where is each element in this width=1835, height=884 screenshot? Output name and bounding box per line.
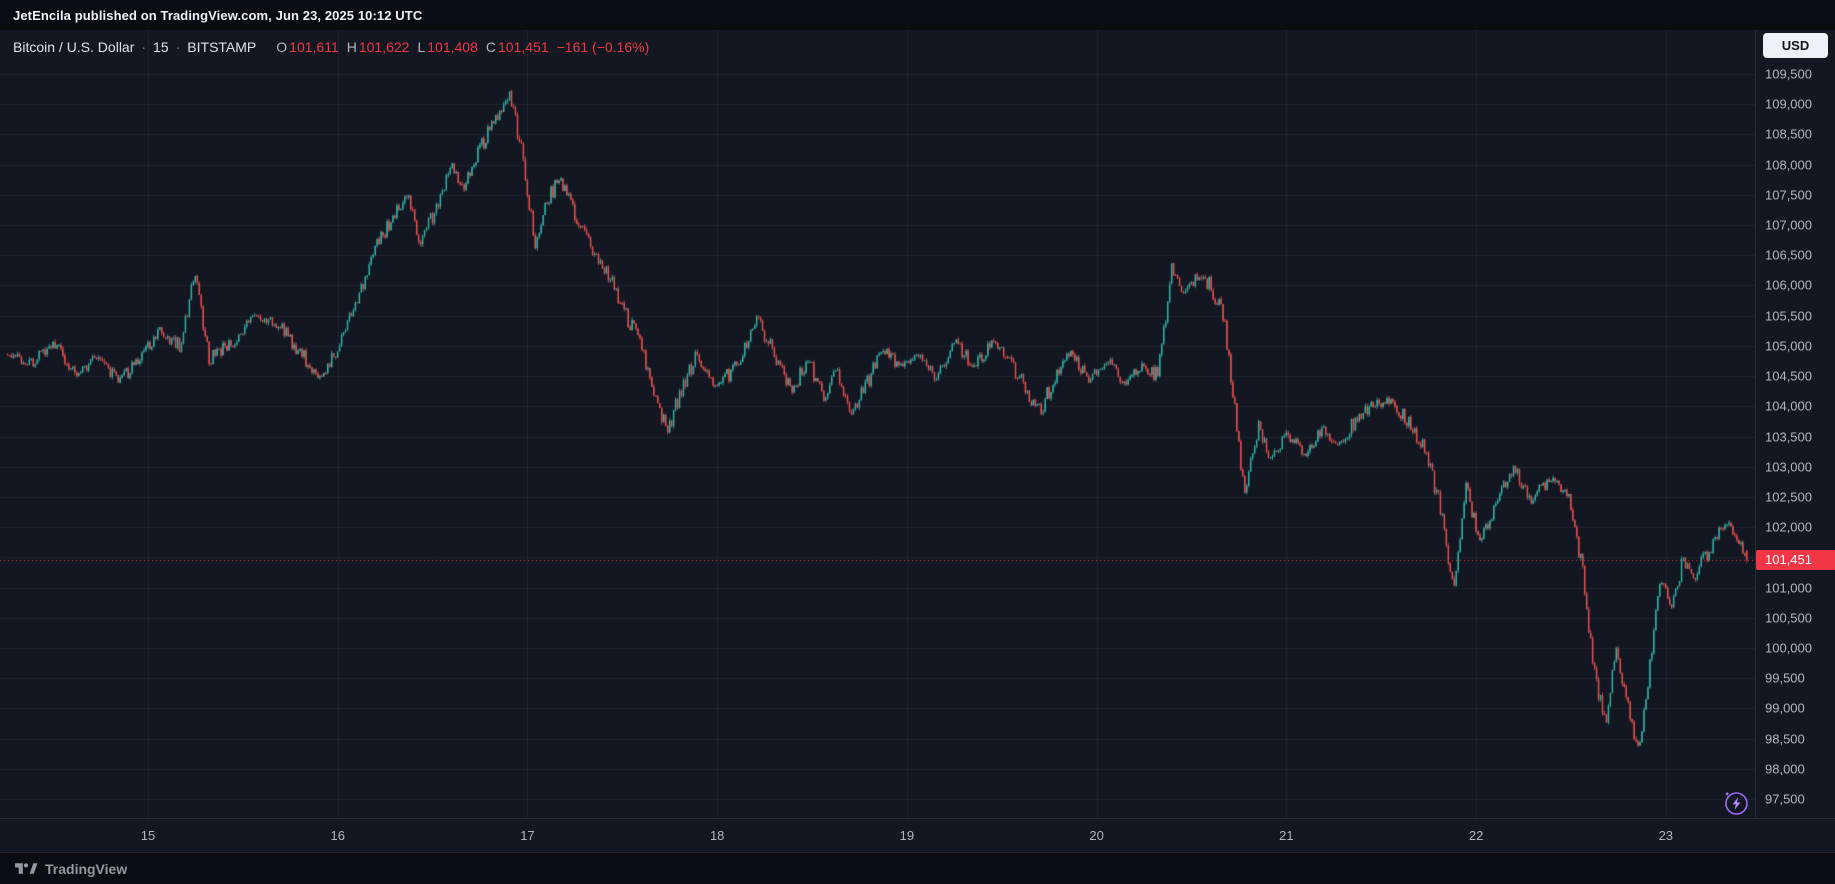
ohlc-readout: O 101,611 H 101,622 L 101,408 C 101,451 −161…: [268, 39, 649, 55]
last-price-label: 101,451: [1756, 550, 1835, 571]
time-axis-label[interactable]: 16: [330, 828, 345, 843]
time-axis-label[interactable]: 22: [1468, 828, 1484, 843]
open-value: 101,611: [289, 39, 339, 55]
open-label: O: [276, 39, 288, 55]
lightning-button[interactable]: [1722, 789, 1750, 817]
price-axis-label: 99,500: [1765, 670, 1805, 686]
price-axis-label: 103,500: [1765, 429, 1812, 444]
time-axis[interactable]: 15 16 17 18 19 20 21 22 23: [0, 818, 1835, 852]
price-axis-label: 104,000: [1765, 398, 1812, 414]
time-axis-label[interactable]: 23: [1658, 828, 1674, 843]
price-axis-label: 100,500: [1765, 610, 1812, 626]
lightning-icon: [1724, 791, 1748, 815]
publish-banner: JetEncila published on TradingView.com, …: [0, 0, 1835, 30]
separator-dot: ·: [141, 39, 147, 55]
exchange-label[interactable]: BITSTAMP: [187, 39, 257, 55]
price-axis-label: 98,500: [1765, 731, 1805, 747]
close-value: 101,451: [498, 39, 549, 55]
price-axis-label: 106,500: [1765, 247, 1812, 263]
price-axis-label: 103,000: [1765, 459, 1812, 475]
low-value: 101,408: [427, 39, 478, 55]
price-axis-label: 105,000: [1765, 338, 1812, 354]
high-value: 101,622: [358, 39, 410, 55]
time-axis-label[interactable]: 17: [520, 828, 535, 843]
price-axis-label: 100,000: [1765, 640, 1812, 656]
price-axis-label: 108,000: [1765, 157, 1812, 173]
price-axis-label: 108,500: [1765, 126, 1812, 142]
footer-bar: TradingView: [0, 852, 1835, 884]
tradingview-link[interactable]: TradingView: [14, 861, 127, 877]
tradingview-brand: TradingView: [45, 860, 128, 877]
currency-toggle-button[interactable]: USD: [1763, 33, 1828, 58]
price-axis-label: 102,000: [1765, 519, 1812, 535]
tradingview-logo-icon: [15, 863, 38, 874]
price-axis-label: 106,000: [1765, 277, 1812, 293]
price-axis-label: 102,500: [1765, 489, 1812, 505]
time-axis-label[interactable]: 18: [709, 828, 725, 843]
price-axis-label: 109,500: [1765, 66, 1812, 82]
price-axis-label: 97,500: [1765, 791, 1805, 807]
price-change: −161 (−0.16%): [556, 39, 650, 55]
price-axis-label: 98,000: [1765, 761, 1805, 777]
time-axis-label[interactable]: 15: [140, 828, 156, 843]
price-axis-label: 99,000: [1765, 700, 1805, 716]
low-label: L: [417, 39, 426, 55]
interval-label[interactable]: 15: [153, 39, 169, 55]
publish-text: JetEncila published on TradingView.com, …: [13, 7, 423, 23]
candlestick-canvas[interactable]: [0, 30, 1755, 818]
price-axis-label: 101,000: [1765, 580, 1812, 596]
price-axis-label: 109,000: [1765, 96, 1812, 112]
price-axis-label: 107,500: [1765, 187, 1812, 203]
separator-dot: ·: [175, 39, 181, 55]
high-label: H: [346, 39, 357, 55]
close-label: C: [485, 39, 496, 55]
symbol-name[interactable]: Bitcoin / U.S. Dollar: [13, 39, 135, 55]
price-axis-label: 105,500: [1765, 308, 1812, 324]
price-axis-label: 107,000: [1765, 217, 1812, 233]
price-axis[interactable]: USD 101,451 97,500 98,000 98,500 99,000 99,5…: [1755, 30, 1835, 818]
time-axis-label[interactable]: 19: [899, 828, 915, 843]
price-axis-label: 104,500: [1765, 368, 1812, 384]
time-axis-label[interactable]: 21: [1279, 828, 1294, 843]
time-axis-label[interactable]: 20: [1089, 828, 1104, 843]
